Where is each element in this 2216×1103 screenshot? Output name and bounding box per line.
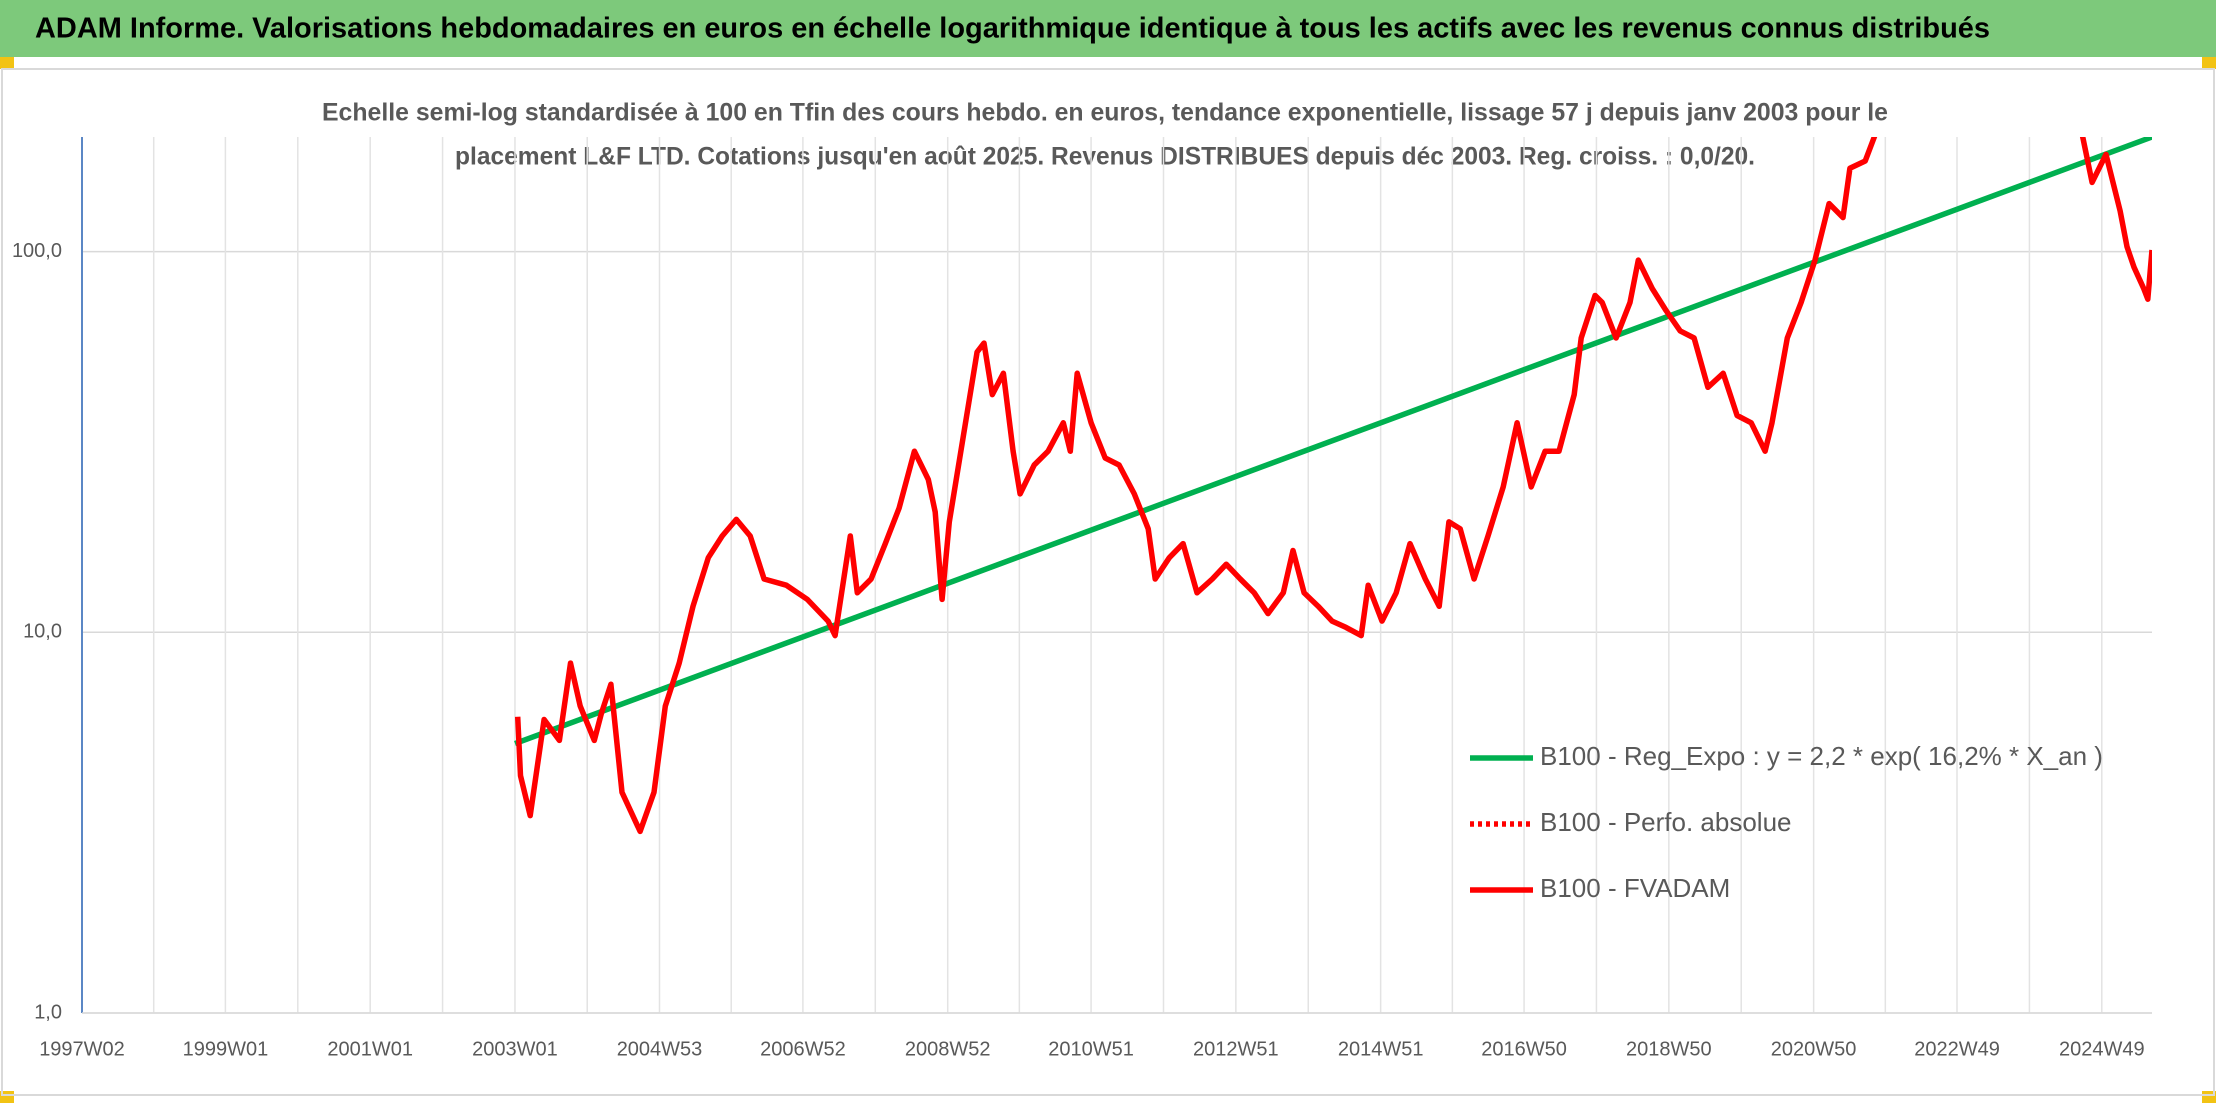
x-tick-label: 2003W01 xyxy=(472,1038,558,1060)
x-tick-label: 2006W52 xyxy=(760,1038,846,1060)
x-tick-label: 2008W52 xyxy=(905,1038,991,1060)
series-line xyxy=(514,137,2152,747)
x-tick-label: 2016W50 xyxy=(1481,1038,1567,1060)
y-tick-label: 1,0 xyxy=(34,1001,62,1023)
chart-subtitle: placement L&F LTD. Cotations jusqu'en ao… xyxy=(455,143,1755,171)
x-tick-label: 2004W53 xyxy=(617,1038,703,1060)
x-tick-label: 2022W49 xyxy=(1914,1038,2000,1060)
corner xyxy=(0,57,14,69)
plot xyxy=(514,137,2152,835)
series-line xyxy=(514,137,2152,835)
legend-label: B100 - FVADAM xyxy=(1540,873,1730,903)
chart-frame xyxy=(1,68,2215,1096)
x-tick-label: 2018W50 xyxy=(1626,1038,1712,1060)
x-tick-label: 1999W01 xyxy=(183,1038,269,1060)
y-tick-label: 100,0 xyxy=(12,240,62,262)
x-tick-label: 2001W01 xyxy=(327,1038,413,1060)
x-tick-label: 2012W51 xyxy=(1193,1038,1279,1060)
x-tick-label: 1997W02 xyxy=(39,1038,125,1060)
header-bar xyxy=(0,0,2216,57)
legend-label: B100 - Perfo. absolue xyxy=(1540,807,1792,837)
x-tick-label: 2024W49 xyxy=(2059,1038,2145,1060)
x-tick-label: 2014W51 xyxy=(1338,1038,1424,1060)
chart-subtitle: Echelle semi-log standardisée à 100 en T… xyxy=(322,99,1888,127)
corner xyxy=(2202,57,2216,69)
x-tick-label: 2010W51 xyxy=(1048,1038,1134,1060)
y-tick-label: 10,0 xyxy=(23,621,62,643)
x-tick-label: 2020W50 xyxy=(1771,1038,1857,1060)
header-title: ADAM Informe. Valorisations hebdomadaire… xyxy=(35,13,1990,45)
legend-label: B100 - Reg_Expo : y = 2,2 * exp( 16,2% *… xyxy=(1540,741,2103,771)
